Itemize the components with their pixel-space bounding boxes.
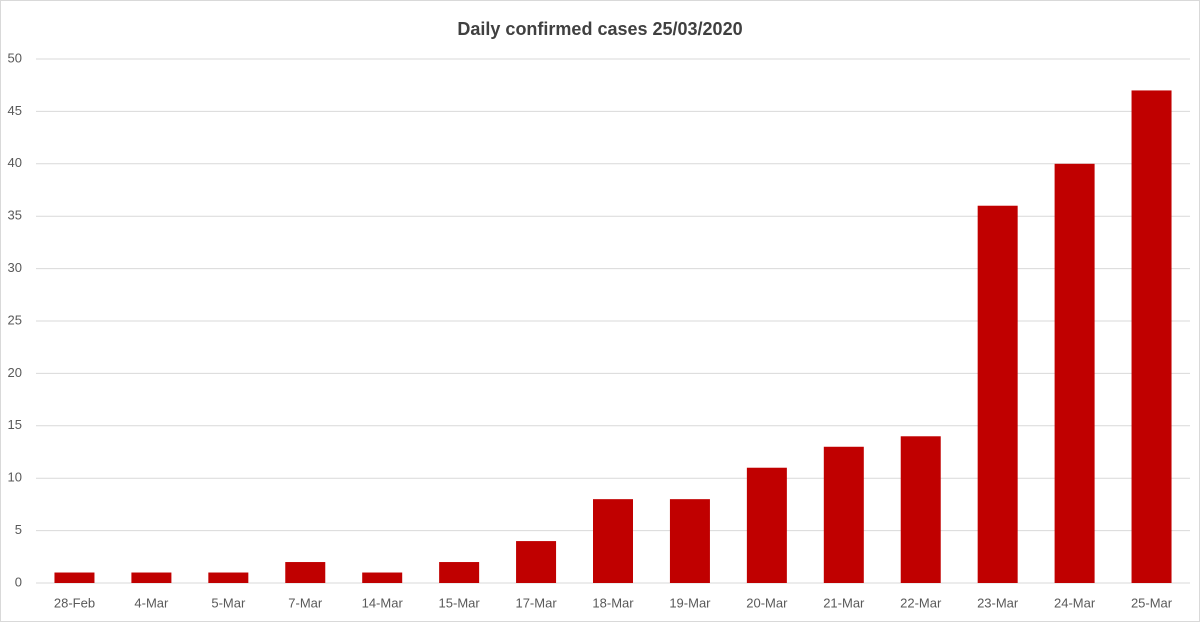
x-tick-label: 22-Mar (900, 595, 942, 610)
x-tick-label: 4-Mar (134, 595, 169, 610)
bar (669, 499, 710, 583)
y-tick-label: 15 (8, 417, 22, 432)
bar (593, 499, 633, 583)
x-tick-label: 5-Mar (211, 595, 246, 610)
y-tick-label: 50 (8, 50, 22, 65)
bar (746, 467, 787, 583)
bar (131, 572, 172, 583)
x-tick-label: 21-Mar (823, 595, 865, 610)
bar (285, 562, 326, 583)
bar (208, 572, 249, 583)
bar (1131, 90, 1172, 583)
y-tick-label: 20 (8, 365, 22, 380)
y-tick-label: 35 (8, 208, 22, 223)
bar (516, 541, 557, 583)
x-tick-label: 20-Mar (746, 595, 788, 610)
y-tick-label: 5 (15, 522, 22, 537)
y-tick-label: 0 (15, 574, 22, 589)
x-tick-label: 15-Mar (439, 595, 481, 610)
x-tick-label: 25-Mar (1131, 595, 1173, 610)
y-tick-label: 10 (8, 470, 22, 485)
chart-title: Daily confirmed cases 25/03/2020 (457, 19, 742, 39)
bar (362, 572, 403, 583)
x-tick-label: 19-Mar (669, 595, 711, 610)
bar (823, 446, 864, 583)
x-tick-label: 14-Mar (362, 595, 404, 610)
x-tick-label: 23-Mar (977, 595, 1019, 610)
x-tick-label: 7-Mar (288, 595, 323, 610)
bar (54, 572, 95, 583)
y-tick-label: 40 (8, 155, 22, 170)
x-tick-label: 24-Mar (1054, 595, 1096, 610)
bar (1054, 163, 1095, 584)
bar (977, 205, 1018, 583)
y-tick-label: 30 (8, 260, 22, 275)
x-tick-label: 17-Mar (515, 595, 557, 610)
bar (900, 436, 941, 583)
x-tick-label: 18-Mar (592, 595, 634, 610)
x-tick-label: 28-Feb (54, 595, 95, 610)
bar (439, 562, 480, 583)
y-tick-label: 25 (8, 312, 22, 327)
y-tick-label: 45 (8, 103, 22, 118)
